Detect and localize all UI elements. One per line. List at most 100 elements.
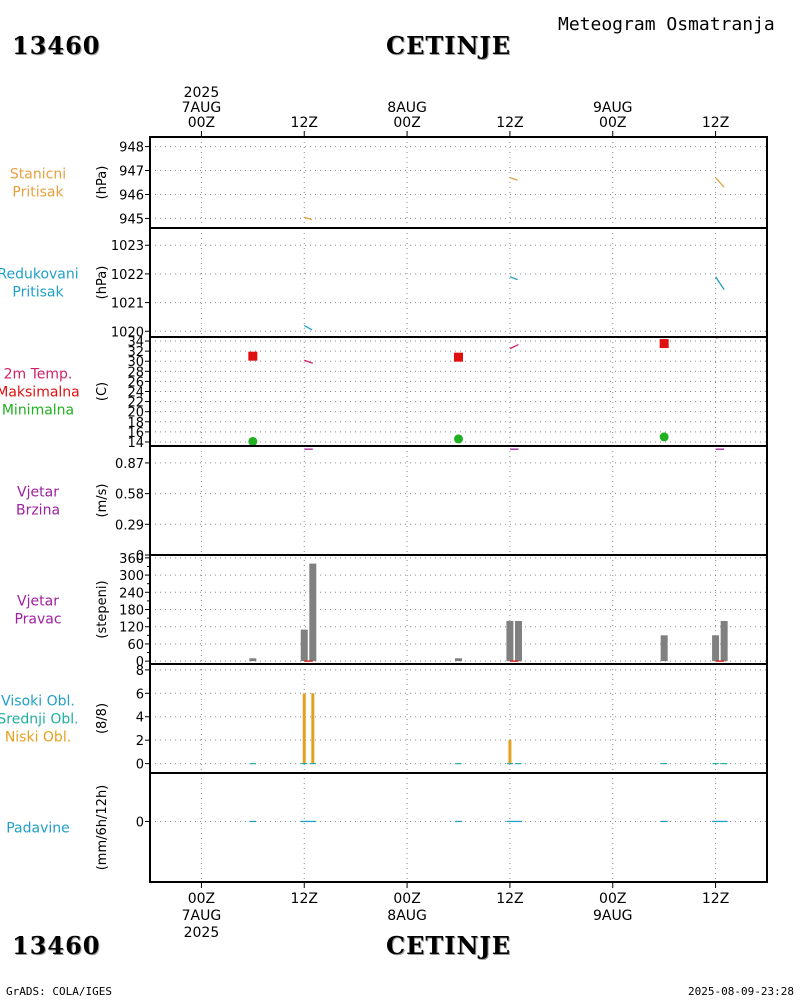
y-tick-label: 2 <box>136 734 144 749</box>
panel-label-line: Maksimalna <box>0 385 80 401</box>
panel-1: 945 946 947 948 Stanicni Pritisak (hPa) <box>10 137 767 228</box>
unit-label: (C) <box>95 382 110 401</box>
bar <box>712 635 720 662</box>
min-temp-marker <box>248 436 258 446</box>
series-line-segment <box>304 216 313 221</box>
y-tick-label: 0.58 <box>115 488 144 503</box>
y-tick-label: 24 <box>127 386 144 401</box>
panel-label-line: Pravac <box>14 612 61 628</box>
top-time-label: 00Z <box>599 115 626 131</box>
top-time-label: 12Z <box>291 115 318 131</box>
top-time-label: 12Z <box>702 115 729 131</box>
top-time-label: 8AUG <box>387 100 427 116</box>
credit-text: GrADS: COLA/IGES <box>6 985 112 998</box>
min-temp-marker <box>454 434 463 444</box>
y-tick-label: 18 <box>127 416 144 431</box>
panel-label-line: Redukovani <box>0 267 79 283</box>
bottom-time-label: 12Z <box>496 891 523 907</box>
series-line-segment <box>509 177 518 181</box>
y-tick-label: 4 <box>136 711 144 726</box>
panel-label-line: Srednji Obl. <box>0 712 79 728</box>
bar <box>720 620 728 662</box>
y-tick-label: 240 <box>119 586 144 601</box>
y-tick-label: 948 <box>119 141 144 156</box>
y-tick-label: 1021 <box>111 297 144 312</box>
bar <box>508 740 512 764</box>
bottom-time-label: 00Z <box>188 891 215 907</box>
bottom-time-label: 00Z <box>393 891 420 907</box>
y-tick-label: 1022 <box>111 268 144 283</box>
bottom-time-label: 2025 <box>184 925 220 941</box>
y-tick-label: 945 <box>119 212 144 227</box>
bottom-time-label: 9AUG <box>593 908 633 924</box>
series-line-segment <box>509 276 518 281</box>
bar <box>455 658 462 662</box>
y-tick-label: 28 <box>127 365 144 380</box>
y-tick-label: 947 <box>119 165 144 180</box>
y-tick-label: 360 <box>119 552 144 567</box>
top-time-label: 7AUG <box>182 100 222 116</box>
y-tick-label: 60 <box>127 638 144 653</box>
panel-7: 0 Padavine (mm/6h/12h) <box>6 773 767 882</box>
y-tick-label: 16 <box>127 426 144 441</box>
panel-label-line: Vjetar <box>17 594 59 610</box>
y-tick-label: 22 <box>127 396 144 411</box>
panel-label-line: Stanicni <box>10 167 66 183</box>
bottom-time-label: 7AUG <box>182 908 222 924</box>
y-tick-label: 20 <box>127 406 144 421</box>
bar <box>506 620 514 662</box>
bottom-time-label: 00Z <box>599 891 626 907</box>
y-tick-label: 34 <box>127 335 144 350</box>
y-tick-label: 1020 <box>111 325 144 340</box>
panel-label-line: Pritisak <box>12 185 64 201</box>
y-tick-label: 120 <box>119 621 144 636</box>
y-tick-label: 0.87 <box>115 457 144 472</box>
panel-5: 0 60 120 180 240 300 360 Vjetar Pravac (stepeni) <box>14 552 767 670</box>
bottom-time-label: 12Z <box>291 891 318 907</box>
unit-label: (8/8) <box>95 703 110 734</box>
panel-label-line: Pritisak <box>12 285 64 301</box>
bar <box>300 629 308 662</box>
unit-label: (m/s) <box>95 484 110 518</box>
y-tick-label: 180 <box>119 604 144 619</box>
top-time-label: 12Z <box>496 115 523 131</box>
panel-label-line: Visoki Obl. <box>1 694 75 710</box>
unit-label: (hPa) <box>95 166 110 200</box>
y-tick-label: 14 <box>127 436 144 451</box>
y-tick-label: 0 <box>136 655 144 670</box>
top-time-label: 2025 <box>184 85 220 101</box>
y-tick-label: 0 <box>136 549 144 564</box>
panel-4: 0 0.29 0.58 0.87 Vjetar Brzina (m/s) <box>16 446 767 564</box>
panel-6: 0 2 4 6 8 Visoki Obl. Srednji Obl. Niski Obl. (8… <box>0 664 767 773</box>
panel-label-line: 2m Temp. <box>4 367 73 383</box>
bar <box>302 693 306 764</box>
series-line-segment <box>303 324 313 331</box>
y-tick-label: 8 <box>136 664 144 679</box>
y-tick-label: 0.29 <box>115 518 144 533</box>
bar <box>309 563 317 662</box>
top-time-label: 9AUG <box>593 100 633 116</box>
timestamp-text: 2025-08-09-23:28 <box>688 985 794 998</box>
top-time-label: 00Z <box>188 115 215 131</box>
panel-label-line: Vjetar <box>17 485 59 501</box>
station-id-top: 13460 <box>12 31 101 60</box>
y-tick-label: 26 <box>127 375 144 390</box>
series-line-segment <box>715 276 725 291</box>
unit-label: (stepeni) <box>95 580 110 638</box>
panel-label-line: Niski Obl. <box>5 730 71 746</box>
max-temp-marker <box>248 351 258 361</box>
panel-label-line: Padavine <box>6 821 70 837</box>
max-temp-marker <box>659 339 669 349</box>
y-tick-label: 300 <box>119 569 144 584</box>
max-temp-marker <box>454 352 463 362</box>
y-tick-label: 0 <box>136 758 144 773</box>
bar <box>514 620 522 662</box>
y-tick-label: 0 <box>136 815 144 830</box>
series-line-segment <box>715 177 725 188</box>
unit-label: (mm/6h/12h) <box>95 785 110 871</box>
y-tick-label: 1023 <box>111 239 144 254</box>
bar <box>249 658 257 662</box>
bar <box>311 693 315 764</box>
